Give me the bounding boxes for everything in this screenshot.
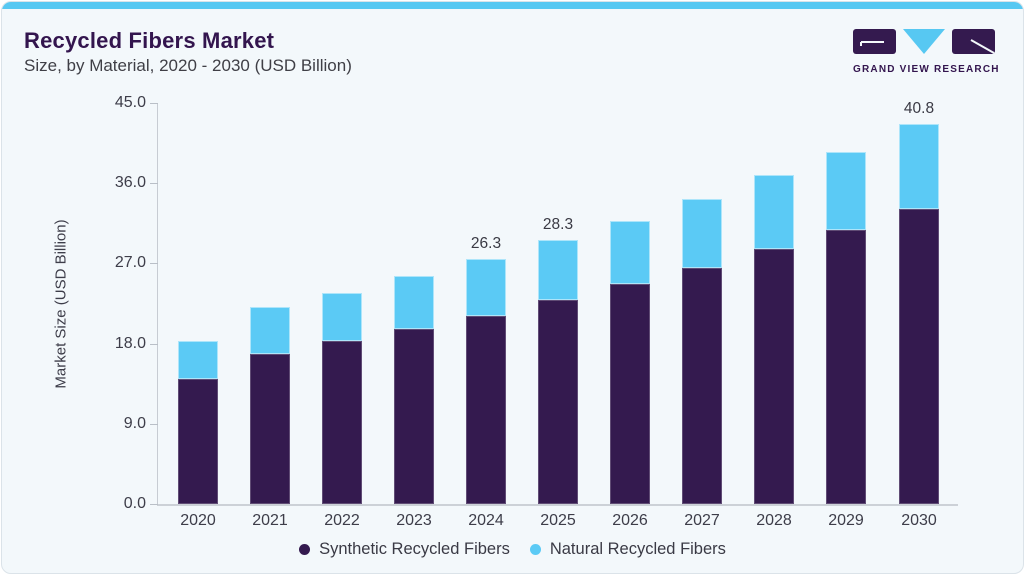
gvr-logo-icon (853, 29, 995, 54)
bar-2026-natural-segment (610, 221, 650, 284)
bar-2020-natural-segment (178, 341, 218, 379)
bar-2025 (538, 240, 578, 504)
accent-top-bar (2, 2, 1023, 9)
legend-dot-icon (299, 544, 311, 555)
x-tick-label-2021: 2021 (252, 512, 288, 529)
x-tick-label-2026: 2026 (612, 512, 648, 529)
x-tick-label-2030: 2030 (901, 512, 937, 529)
chart-legend: Synthetic Recycled Fibers Natural Recycle… (2, 540, 1023, 559)
page-subtitle: Size, by Material, 2020 - 2030 (USD Bill… (24, 56, 352, 76)
bar-2030-natural-segment (899, 124, 939, 209)
y-tick-label-18.0: 18.0 (114, 335, 146, 352)
bar-2026 (610, 221, 650, 504)
legend-dot-icon (529, 544, 541, 555)
bar-2023-synthetic-segment (394, 329, 434, 504)
x-tick-label-2028: 2028 (756, 512, 792, 529)
y-tick-label-45.0: 45.0 (114, 94, 146, 111)
bar-2020-synthetic-segment (178, 379, 218, 504)
y-tick-0.0 (150, 504, 158, 505)
chart-header: Recycled Fibers Market Size, by Material… (24, 28, 352, 77)
plot-area: Market Size (USD Billion) 45.0 36.0 27.0 18… (53, 94, 958, 529)
x-tick-label-2027: 2027 (684, 512, 720, 529)
bar-2028-natural-segment (754, 175, 794, 249)
bar-2021 (250, 307, 290, 504)
x-tick-label-2025: 2025 (540, 512, 576, 529)
legend-item-natural-recycled-fibers: Natural Recycled Fibers (529, 540, 726, 559)
bar-2026-synthetic-segment (610, 284, 650, 504)
bar-2023 (394, 276, 434, 504)
page-title: Recycled Fibers Market (24, 28, 275, 53)
bar-2022 (322, 293, 362, 504)
bar-2027 (682, 199, 722, 504)
bar-2029-natural-segment (826, 152, 866, 230)
bar-2028-synthetic-segment (754, 249, 794, 504)
y-tick-label-9.0: 9.0 (123, 415, 146, 432)
x-tick-label-2020: 2020 (180, 512, 216, 529)
bar-2028 (754, 175, 794, 504)
bar-2024 (466, 259, 506, 504)
bar-2024-natural-segment (466, 259, 506, 316)
legend-label: Synthetic Recycled Fibers (319, 540, 510, 558)
logo-text: GRAND VIEW RESEARCH (853, 64, 1000, 75)
bar-2022-natural-segment (322, 293, 362, 341)
x-tick-label-2029: 2029 (828, 512, 864, 529)
bar-2027-natural-segment (682, 199, 722, 268)
bar-2023-natural-segment (394, 276, 434, 329)
bar-2025-synthetic-segment (538, 300, 578, 504)
y-axis-title: Market Size (USD Billion) (52, 218, 70, 389)
bar-2021-natural-segment (250, 307, 290, 354)
bar-2020 (178, 341, 218, 504)
bar-2029-synthetic-segment (826, 230, 866, 504)
bar-2021-synthetic-segment (250, 354, 290, 504)
y-tick-label-27.0: 27.0 (114, 254, 146, 271)
bar-2025-natural-segment (538, 240, 578, 300)
x-tick-label-2023: 2023 (396, 512, 432, 529)
bar-total-label-2025: 28.3 (542, 216, 574, 233)
x-tick-label-2024: 2024 (468, 512, 504, 529)
bar-2027-synthetic-segment (682, 268, 722, 504)
bar-2029 (826, 152, 866, 504)
y-tick-18.0 (150, 344, 158, 345)
legend-item-synthetic-recycled-fibers: Synthetic Recycled Fibers (299, 540, 510, 559)
y-tick-label-36.0: 36.0 (114, 174, 146, 191)
y-tick-36.0 (150, 183, 158, 184)
legend-label: Natural Recycled Fibers (549, 540, 726, 558)
y-tick-9.0 (150, 424, 158, 425)
grand-view-research-logo: GRAND VIEW RESEARCH (853, 29, 1000, 75)
bar-total-label-2024: 26.3 (470, 235, 502, 252)
bar-2024-synthetic-segment (466, 316, 506, 504)
bar-2022-synthetic-segment (322, 341, 362, 504)
y-tick-45.0 (150, 103, 158, 104)
bar-total-label-2030: 40.8 (903, 100, 935, 117)
bar-2030-synthetic-segment (899, 209, 939, 504)
bar-2030 (899, 124, 939, 504)
y-tick-label-0.0: 0.0 (123, 495, 146, 512)
x-tick-label-2022: 2022 (324, 512, 360, 529)
y-tick-27.0 (150, 263, 158, 264)
